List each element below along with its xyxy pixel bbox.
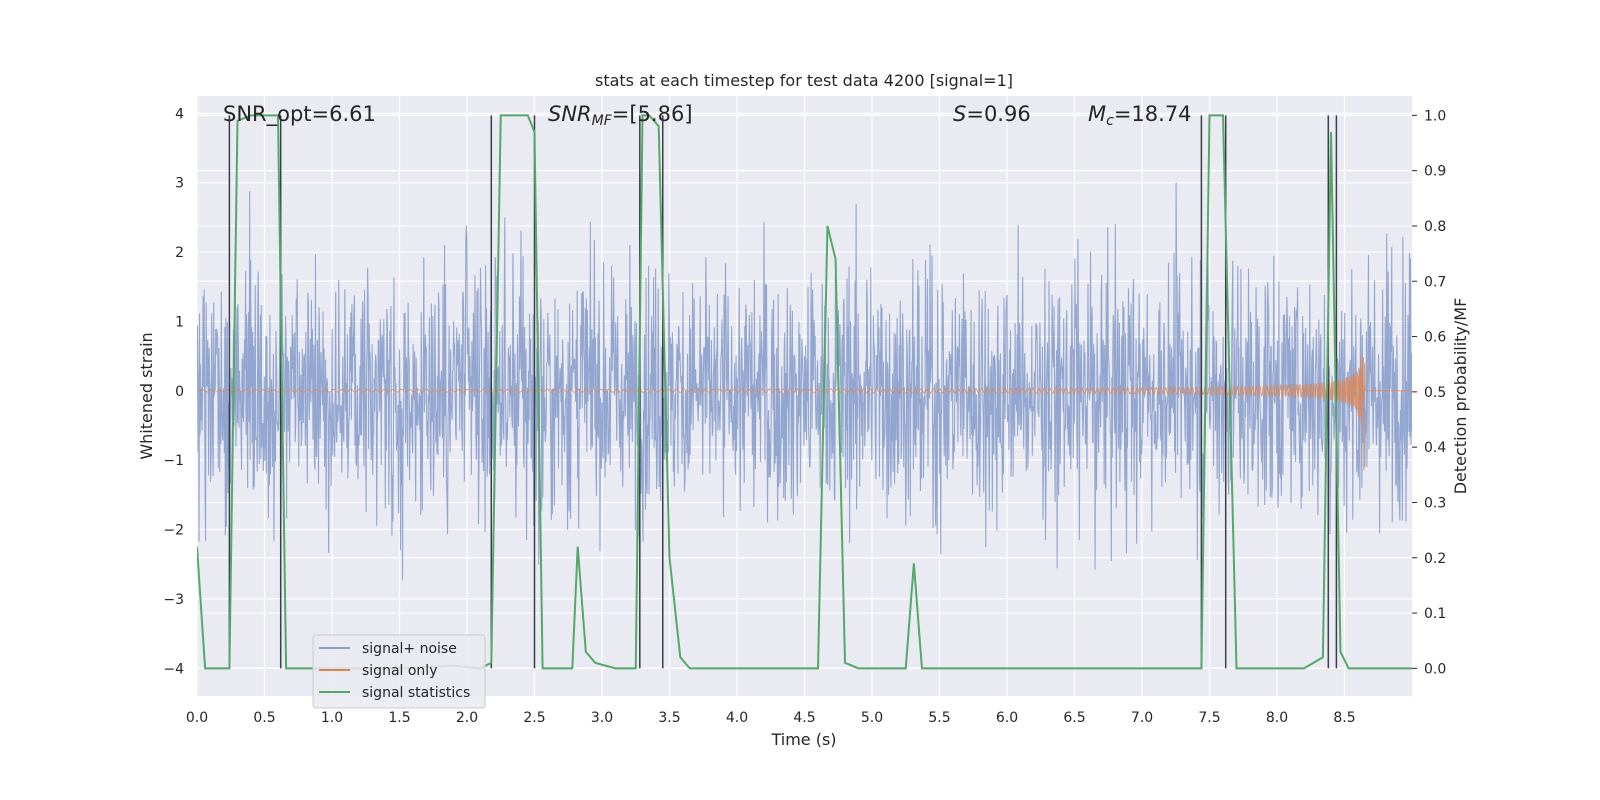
legend-box <box>312 634 486 709</box>
x-tick-label: 2.0 <box>456 710 478 726</box>
y-tick-label-right: 0.0 <box>1424 661 1446 677</box>
y-tick-label-right: 0.5 <box>1424 385 1446 401</box>
x-tick-label: 6.5 <box>1063 710 1085 726</box>
y-ticks-right: 0.0 0.1 0.2 0.3 0.4 0.5 0.6 0.7 0.8 0.9 1.0 <box>1412 108 1446 677</box>
signal-noise-line <box>197 182 1412 581</box>
x-tick-label: 1.0 <box>321 710 343 726</box>
x-tick-label: 1.5 <box>388 710 410 726</box>
y-tick-label-right: 0.8 <box>1424 219 1446 235</box>
mc-value: =18.74 <box>1114 102 1192 126</box>
y-tick-label-left: 0 <box>175 384 184 400</box>
x-tick-label: 0.5 <box>253 710 275 726</box>
mc-annotation: Mc=18.74 <box>1088 102 1192 129</box>
legend: signal+ noise signal only signal statist… <box>312 634 486 709</box>
x-tick-label: 6.0 <box>996 710 1018 726</box>
signal-only-line <box>197 355 1412 471</box>
x-tick-label: 5.5 <box>928 710 950 726</box>
s-symbol: S <box>953 102 966 126</box>
mc-symbol: M <box>1088 102 1106 126</box>
y-tick-label-right: 0.3 <box>1424 495 1446 511</box>
snr-opt-annotation: SNR_opt=6.61 <box>223 102 376 127</box>
legend-label-signal-noise: signal+ noise <box>362 641 457 657</box>
y-tick-label-left: 4 <box>175 106 184 122</box>
snr-mf-symbol: SNR <box>548 102 592 126</box>
x-tick-label: 4.5 <box>793 710 815 726</box>
y-tick-label-right: 0.4 <box>1424 440 1446 456</box>
y-tick-label-right: 0.9 <box>1424 164 1446 180</box>
x-tick-label: 7.0 <box>1131 710 1153 726</box>
snr-mf-subscript: MF <box>592 113 613 129</box>
series-signal-noise <box>197 182 1412 581</box>
y-tick-label-left: −4 <box>163 661 184 677</box>
x-tick-label: 0.0 <box>186 710 208 726</box>
legend-label-signal-statistics: signal statistics <box>362 685 470 701</box>
x-ticks: 0.0 0.5 1.0 1.5 2.0 2.5 3.0 3.5 4.0 4.5 5.0 5.5 6.0 6… <box>186 710 1356 726</box>
x-tick-label: 2.5 <box>523 710 545 726</box>
y-ticks-left: −4 −3 −2 −1 0 1 2 3 4 <box>163 106 184 677</box>
y-tick-label-right: 0.1 <box>1424 606 1446 622</box>
snr-mf-annotation: SNRMF=[5.86] <box>548 102 693 129</box>
y-tick-label-left: 2 <box>175 245 184 261</box>
y-tick-label-right: 0.2 <box>1424 551 1446 567</box>
y-axis-label-left: Whitened strain <box>137 332 156 459</box>
x-tick-label: 4.0 <box>726 710 748 726</box>
x-tick-label: 3.0 <box>591 710 613 726</box>
x-tick-label: 7.5 <box>1198 710 1220 726</box>
series-signal-only <box>197 355 1412 471</box>
y-tick-label-right: 0.7 <box>1424 274 1446 290</box>
y-tick-label-left: −2 <box>163 523 184 539</box>
y-tick-label-left: 3 <box>175 176 184 192</box>
y-tick-label-right: 0.6 <box>1424 330 1446 346</box>
y-tick-label-left: 1 <box>175 314 184 330</box>
x-tick-label: 8.0 <box>1266 710 1288 726</box>
y-tick-label-right: 1.0 <box>1424 108 1446 124</box>
mc-subscript: c <box>1106 113 1114 129</box>
y-axis-label-right: Detection probability/MF <box>1451 298 1470 495</box>
snr-mf-value: =[5.86] <box>612 102 693 126</box>
s-value: =0.96 <box>966 102 1030 126</box>
chart-title: stats at each timestep for test data 420… <box>595 71 1013 90</box>
legend-label-signal-only: signal only <box>362 663 437 679</box>
x-axis-label: Time (s) <box>770 730 836 749</box>
y-tick-label-left: −3 <box>163 592 184 608</box>
s-annotation: S=0.96 <box>953 102 1031 126</box>
x-tick-label: 8.5 <box>1333 710 1355 726</box>
y-tick-label-left: −1 <box>163 453 184 469</box>
x-tick-label: 3.5 <box>658 710 680 726</box>
x-tick-label: 5.0 <box>861 710 883 726</box>
